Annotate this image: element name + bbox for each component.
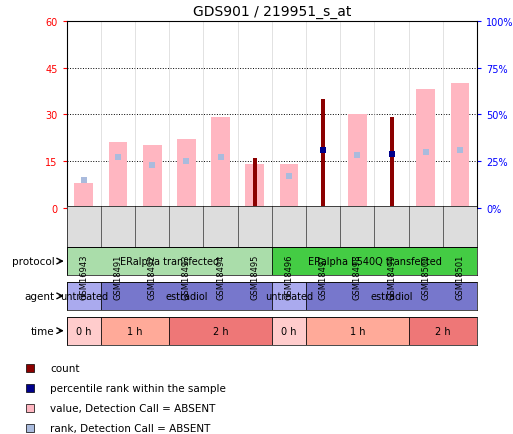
Bar bbox=[389, 118, 393, 208]
Text: time: time bbox=[31, 326, 54, 336]
Text: percentile rank within the sample: percentile rank within the sample bbox=[50, 383, 226, 393]
Bar bbox=[101, 317, 169, 345]
Text: untreated: untreated bbox=[60, 291, 108, 301]
Text: rank, Detection Call = ABSENT: rank, Detection Call = ABSENT bbox=[50, 424, 211, 434]
Text: ERalpha transfected: ERalpha transfected bbox=[120, 256, 219, 266]
Text: 1 h: 1 h bbox=[350, 326, 365, 336]
Text: ERalpha L540Q transfected: ERalpha L540Q transfected bbox=[308, 256, 441, 266]
Text: estradiol: estradiol bbox=[165, 291, 208, 301]
Text: 2 h: 2 h bbox=[213, 326, 228, 336]
Bar bbox=[169, 317, 272, 345]
Bar bbox=[417, 90, 435, 208]
Text: untreated: untreated bbox=[265, 291, 313, 301]
Bar bbox=[272, 247, 477, 276]
Title: GDS901 / 219951_s_at: GDS901 / 219951_s_at bbox=[193, 5, 351, 19]
Bar bbox=[109, 143, 127, 208]
Bar bbox=[245, 165, 264, 208]
Text: 0 h: 0 h bbox=[281, 326, 297, 336]
Bar bbox=[348, 115, 367, 208]
Bar bbox=[67, 282, 101, 310]
Bar bbox=[272, 282, 306, 310]
Bar bbox=[306, 282, 477, 310]
Text: 1 h: 1 h bbox=[127, 326, 143, 336]
Bar bbox=[306, 317, 409, 345]
Text: protocol: protocol bbox=[12, 256, 54, 266]
Text: value, Detection Call = ABSENT: value, Detection Call = ABSENT bbox=[50, 403, 216, 413]
Bar bbox=[67, 317, 101, 345]
Bar bbox=[253, 158, 257, 208]
Text: count: count bbox=[50, 363, 80, 373]
Text: 0 h: 0 h bbox=[76, 326, 91, 336]
Bar bbox=[409, 317, 477, 345]
Bar bbox=[101, 282, 272, 310]
Bar bbox=[67, 247, 272, 276]
Bar bbox=[321, 99, 325, 208]
Bar bbox=[143, 146, 162, 208]
Text: estradiol: estradiol bbox=[370, 291, 413, 301]
Bar bbox=[450, 84, 469, 208]
Bar bbox=[211, 118, 230, 208]
Bar bbox=[272, 317, 306, 345]
Text: 2 h: 2 h bbox=[435, 326, 451, 336]
Bar bbox=[74, 184, 93, 208]
Bar bbox=[280, 165, 299, 208]
Bar bbox=[177, 140, 196, 208]
Text: agent: agent bbox=[24, 291, 54, 301]
